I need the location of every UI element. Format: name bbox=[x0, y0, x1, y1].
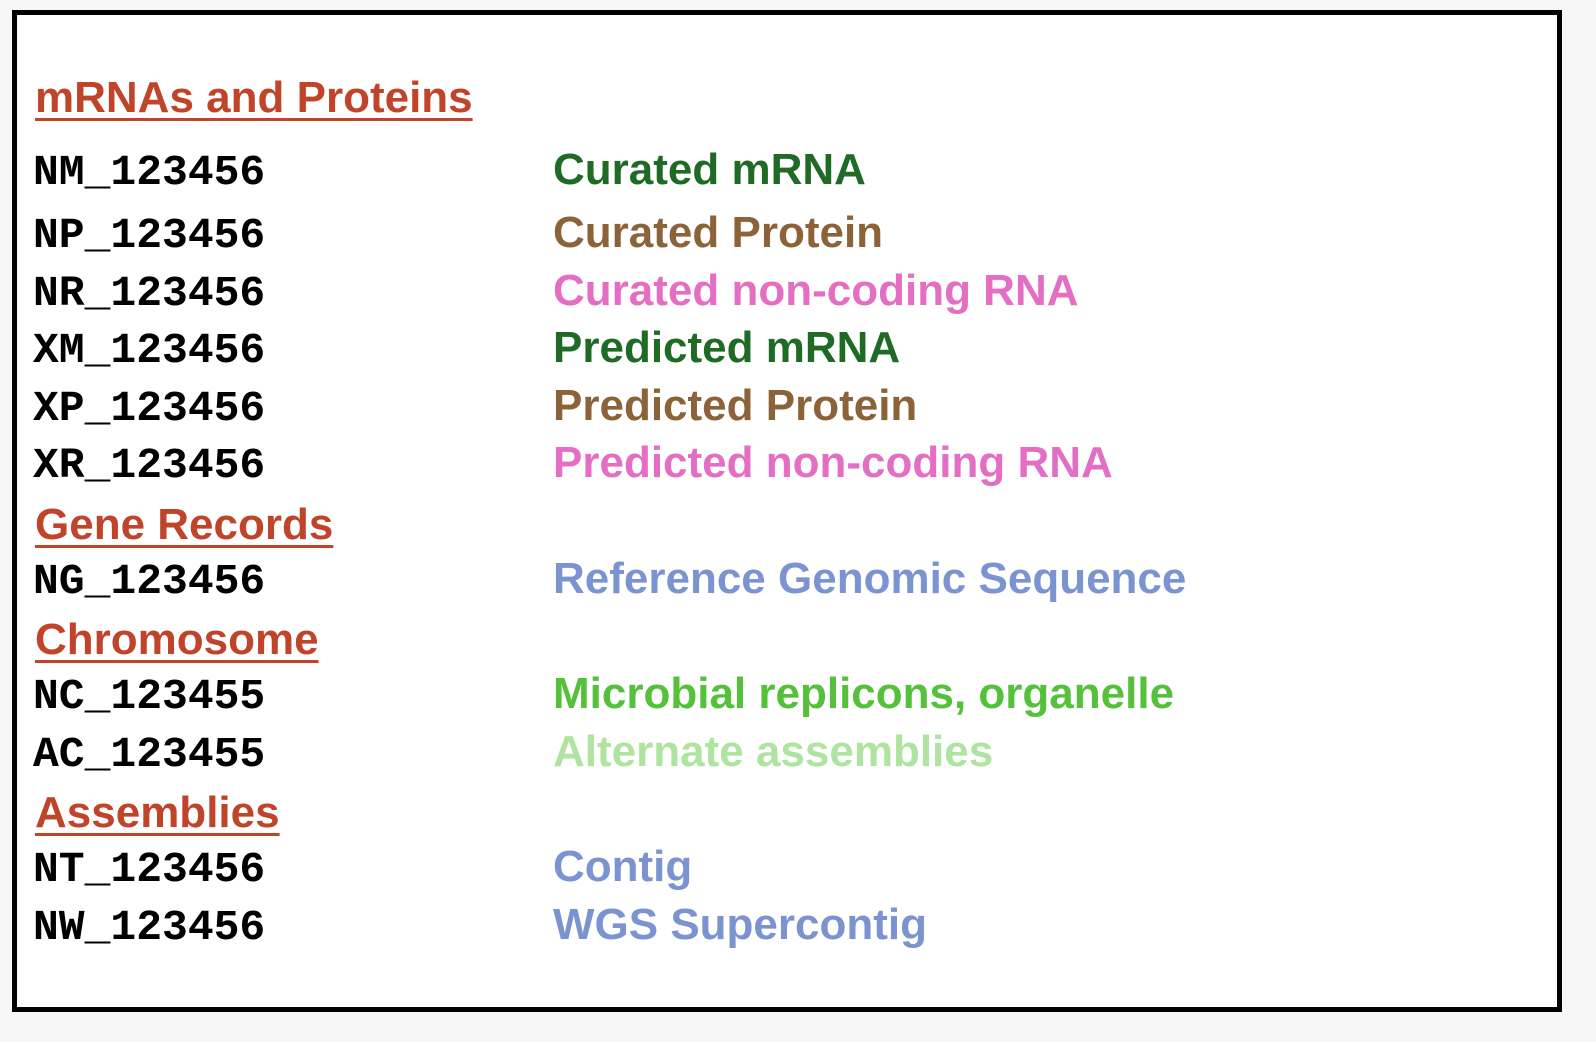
accession-nr: NR_123456 bbox=[33, 269, 266, 318]
description-reference-genomic: Reference Genomic Sequence bbox=[553, 554, 1187, 603]
description-alternate-assemblies: Alternate assemblies bbox=[553, 727, 994, 776]
section-heading-chromosome: Chromosome bbox=[35, 615, 319, 664]
accession-nt: NT_123456 bbox=[33, 845, 266, 894]
section-heading-mrnas-proteins: mRNAs and Proteins bbox=[35, 73, 473, 122]
description-curated-mrna: Curated mRNA bbox=[553, 145, 866, 194]
accession-ac: AC_123455 bbox=[33, 730, 266, 779]
section-heading-gene-records: Gene Records bbox=[35, 500, 334, 549]
description-curated-ncrna: Curated non-coding RNA bbox=[553, 266, 1079, 315]
description-predicted-ncrna: Predicted non-coding RNA bbox=[553, 438, 1113, 487]
description-wgs-supercontig: WGS Supercontig bbox=[553, 900, 927, 949]
accession-ng: NG_123456 bbox=[33, 557, 266, 606]
description-predicted-protein: Predicted Protein bbox=[553, 381, 918, 430]
accession-xr: XR_123456 bbox=[33, 441, 266, 490]
description-microbial-replicons: Microbial replicons, organelle bbox=[553, 669, 1175, 718]
section-heading-assemblies: Assemblies bbox=[35, 788, 280, 837]
description-predicted-mrna: Predicted mRNA bbox=[553, 323, 901, 372]
accession-np: NP_123456 bbox=[33, 211, 266, 260]
accession-nm: NM_123456 bbox=[33, 148, 266, 197]
accession-prefix-panel: mRNAs and Proteins NM_123456 Curated mRN… bbox=[12, 10, 1562, 1012]
accession-nw: NW_123456 bbox=[33, 903, 266, 952]
description-contig: Contig bbox=[553, 842, 693, 891]
accession-xp: XP_123456 bbox=[33, 384, 266, 433]
accession-xm: XM_123456 bbox=[33, 326, 266, 375]
accession-nc: NC_123455 bbox=[33, 672, 266, 721]
description-curated-protein: Curated Protein bbox=[553, 208, 884, 257]
